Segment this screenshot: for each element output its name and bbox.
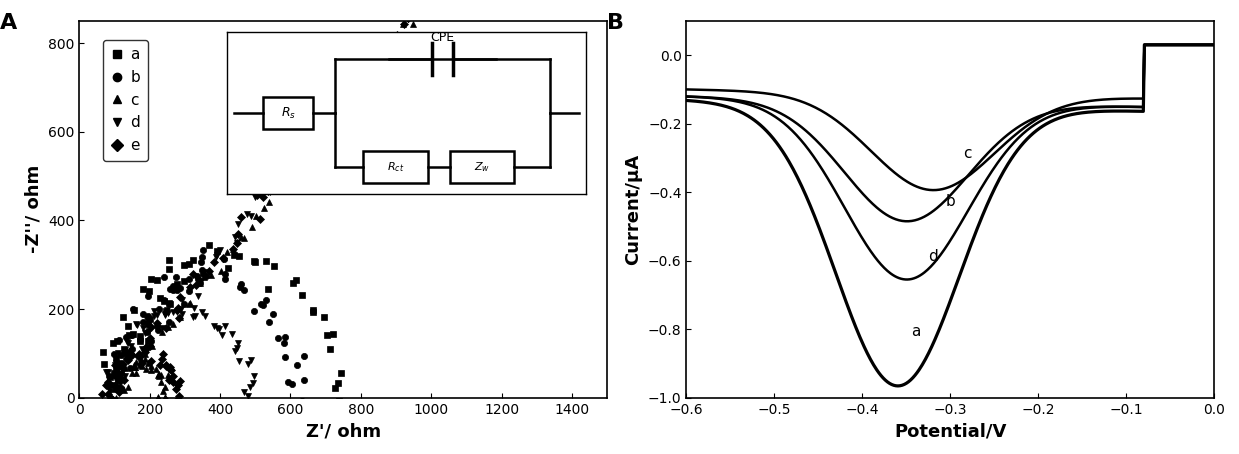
Y-axis label: Current/μA: Current/μA [624, 154, 642, 265]
X-axis label: Z'/ ohm: Z'/ ohm [306, 422, 380, 440]
Text: A: A [0, 13, 17, 33]
X-axis label: Potential/V: Potential/V [895, 422, 1006, 440]
Text: a: a [911, 324, 921, 339]
Text: d: d [928, 249, 938, 264]
Y-axis label: -Z''/ ohm: -Z''/ ohm [25, 165, 42, 253]
Text: B: B [607, 13, 624, 33]
Text: b: b [945, 194, 955, 209]
Legend: a, b, c, d, e: a, b, c, d, e [103, 40, 147, 161]
Text: c: c [964, 146, 973, 161]
